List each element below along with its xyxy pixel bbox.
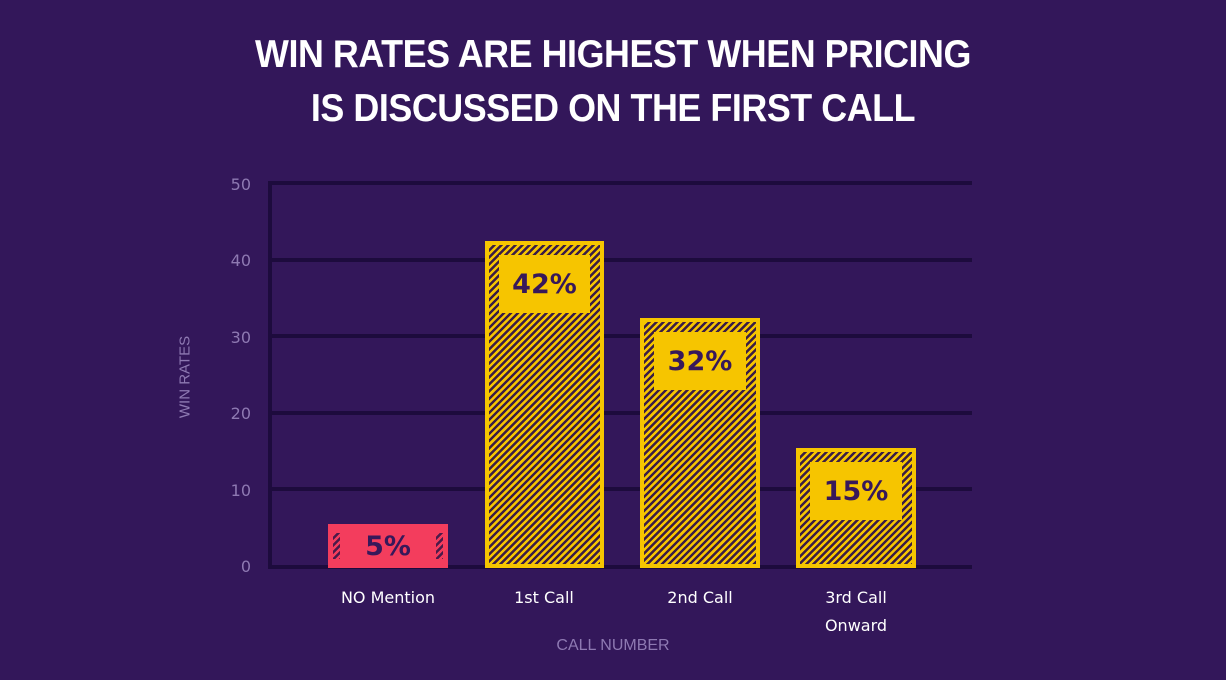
bar-value-label: 32% <box>654 332 746 390</box>
x-tick-no-mention: NO Mention <box>308 584 468 612</box>
y-tick-40: 40 <box>230 251 251 270</box>
chart-title-line-2: IS DISCUSSED ON THE FIRST CALL <box>310 87 916 130</box>
x-tick-2nd-call: 2nd Call <box>620 584 780 612</box>
bar-no-mention: 5% <box>328 524 448 568</box>
hatch-right <box>436 533 443 559</box>
y-tick-10: 10 <box>230 481 251 500</box>
x-tick-label-line-2: Onward <box>824 616 888 635</box>
bar-2nd-call: 32% <box>640 318 760 568</box>
x-tick-3rd-call-onward: 3rd Call Onward <box>776 584 936 640</box>
y-tick-20: 20 <box>230 404 251 423</box>
chart-title-line-1: WIN RATES ARE HIGHEST WHEN PRICING <box>255 33 971 76</box>
x-tick-label: NO Mention <box>340 588 436 607</box>
x-tick-label-line-1: 3rd Call <box>825 588 887 607</box>
bar-value-label: 5% <box>365 530 411 562</box>
bar-value-label: 15% <box>810 462 902 520</box>
bar-3rd-call-onward: 15% <box>796 448 916 568</box>
y-tick-30: 30 <box>230 328 251 347</box>
gridline-50 <box>268 181 972 185</box>
y-axis-line <box>268 181 272 569</box>
chart-title: WIN RATES ARE HIGHEST WHEN PRICING IS DI… <box>49 28 1177 136</box>
bar-value-label: 42% <box>499 255 590 313</box>
x-tick-1st-call: 1st Call <box>464 584 624 612</box>
gridline-10 <box>268 487 972 491</box>
gridline-30 <box>268 334 972 338</box>
y-tick-0: 0 <box>240 557 251 576</box>
x-tick-label: 1st Call <box>514 588 574 607</box>
gridline-40 <box>268 258 972 262</box>
bar-1st-call: 42% <box>485 241 604 568</box>
hatch-left <box>333 533 340 559</box>
y-tick-50: 50 <box>230 175 251 194</box>
x-axis-label: CALL NUMBER <box>556 637 670 654</box>
x-tick-label: 2nd Call <box>667 588 733 607</box>
y-axis-label: WIN RATES <box>176 335 194 419</box>
gridline-0 <box>268 565 972 569</box>
gridline-20 <box>268 411 972 415</box>
